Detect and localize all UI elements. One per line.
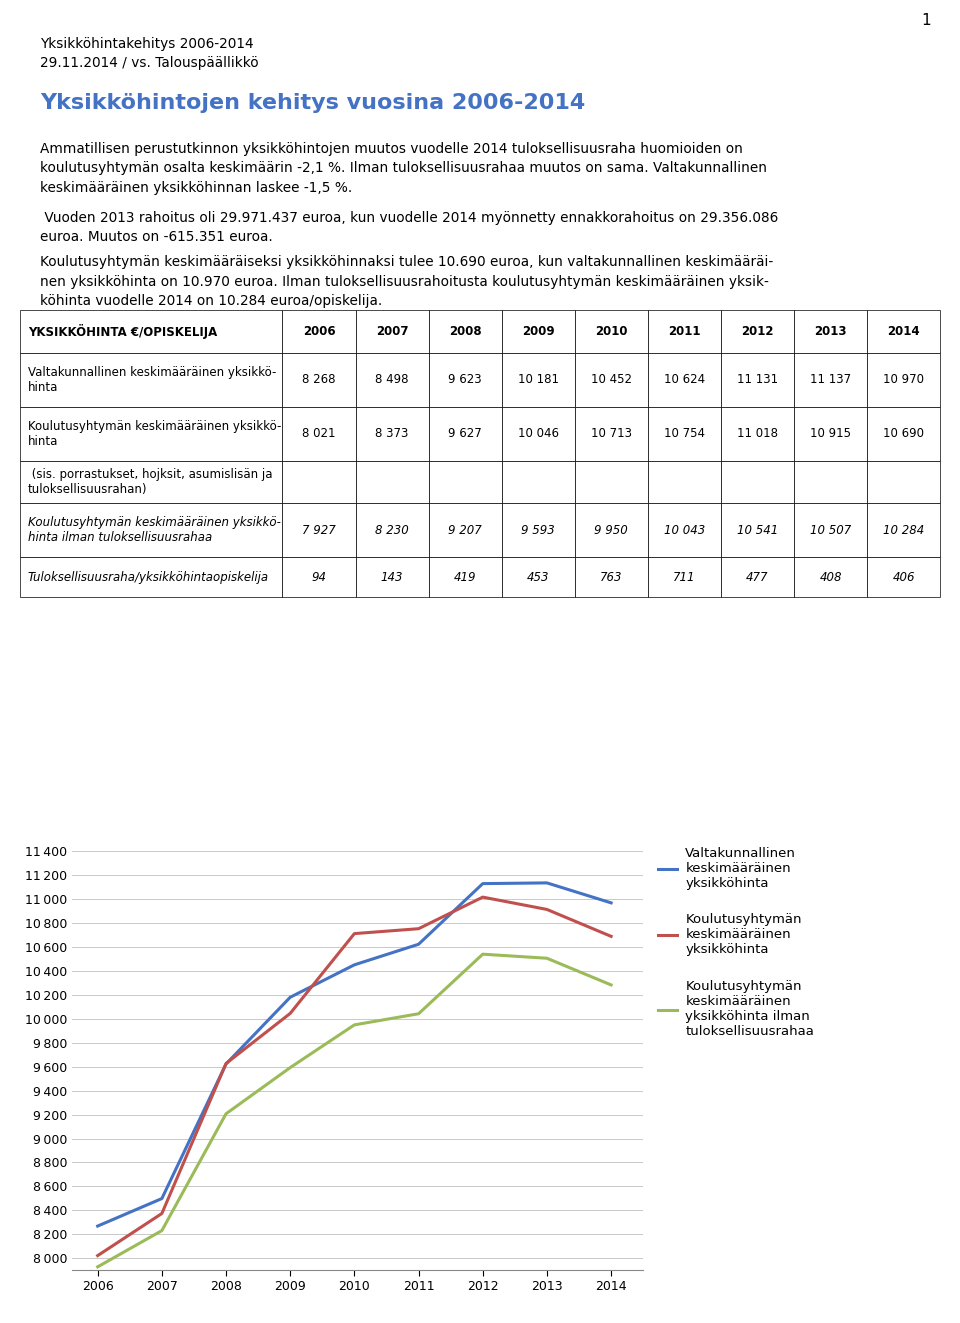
Text: euroa. Muutos on -615.351 euroa.: euroa. Muutos on -615.351 euroa. — [40, 230, 273, 245]
Text: keskimääräinen yksikköhinnan laskee -1,5 %.: keskimääräinen yksikköhinnan laskee -1,5… — [40, 181, 352, 194]
Text: koulutusyhtymän osalta keskimäärin -2,1 %. Ilman tuloksellisuusrahaa muutos on s: koulutusyhtymän osalta keskimäärin -2,1 … — [40, 161, 767, 175]
Text: Ammatillisen perustutkinnon yksikköhintojen muutos vuodelle 2014 tuloksellisuusr: Ammatillisen perustutkinnon yksikköhinto… — [40, 142, 743, 156]
Legend: Valtakunnallinen
keskimääräinen
yksikköhinta, Koulutusyhtymän
keskimääräinen
yks: Valtakunnallinen keskimääräinen yksikköh… — [658, 847, 814, 1039]
Text: 29.11.2014 / vs. Talouspäällikkö: 29.11.2014 / vs. Talouspäällikkö — [40, 56, 259, 70]
Text: Koulutusyhtymän keskimääräiseksi yksikköhinnaksi tulee 10.690 euroa, kun valtaku: Koulutusyhtymän keskimääräiseksi yksikkö… — [40, 255, 774, 270]
Text: Yksikköhintojen kehitys vuosina 2006-2014: Yksikköhintojen kehitys vuosina 2006-201… — [40, 93, 586, 112]
Text: nen yksikköhinta on 10.970 euroa. Ilman tuloksellisuusrahoitusta koulutusyhtymän: nen yksikköhinta on 10.970 euroa. Ilman … — [40, 275, 769, 288]
Text: köhinta vuodelle 2014 on 10.284 euroa/opiskelija.: köhinta vuodelle 2014 on 10.284 euroa/op… — [40, 295, 383, 308]
Text: 1: 1 — [922, 13, 931, 28]
Text: Yksikköhintakehitys 2006-2014: Yksikköhintakehitys 2006-2014 — [40, 37, 254, 52]
Text: Vuoden 2013 rahoitus oli 29.971.437 euroa, kun vuodelle 2014 myönnetty ennakkora: Vuoden 2013 rahoitus oli 29.971.437 euro… — [40, 210, 779, 225]
